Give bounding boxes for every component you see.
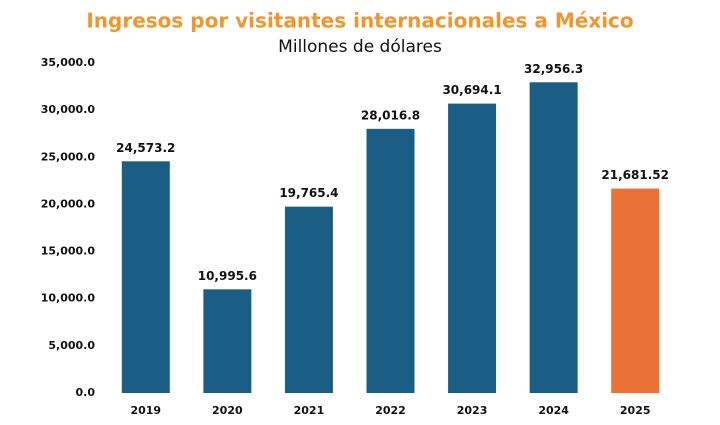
value-label: 10,995.6 <box>198 269 257 283</box>
value-label: 21,681.52 <box>601 168 669 182</box>
value-label: 30,694.1 <box>442 83 501 97</box>
bar <box>448 103 497 394</box>
bar <box>529 82 578 394</box>
y-tick-label: 30,000.0 <box>41 103 96 116</box>
chart-title: Ingresos por visitantes internacionales … <box>86 9 633 33</box>
x-tick-label: 2021 <box>294 404 325 417</box>
y-tick-label: 20,000.0 <box>41 197 96 210</box>
value-label: 19,765.4 <box>279 186 338 200</box>
bar <box>611 188 660 393</box>
bar <box>366 128 415 393</box>
x-tick-label: 2025 <box>620 404 651 417</box>
x-tick-label: 2022 <box>375 404 406 417</box>
x-tick-label: 2024 <box>538 404 569 417</box>
bar <box>203 289 252 393</box>
bar <box>121 161 170 393</box>
y-tick-label: 5,000.0 <box>48 339 95 352</box>
y-tick-label: 35,000.0 <box>41 56 96 69</box>
y-tick-label: 10,000.0 <box>41 292 96 305</box>
y-tick-label: 15,000.0 <box>41 245 96 258</box>
x-tick-label: 2020 <box>212 404 243 417</box>
chart-subtitle: Millones de dólares <box>278 37 442 57</box>
value-label: 28,016.8 <box>361 108 420 122</box>
value-label: 32,956.3 <box>524 62 583 76</box>
x-tick-label: 2023 <box>457 404 488 417</box>
y-tick-label: 0.0 <box>76 386 96 399</box>
bar <box>284 206 333 393</box>
y-tick-label: 25,000.0 <box>41 150 96 163</box>
value-label: 24,573.2 <box>116 141 175 155</box>
x-tick-label: 2019 <box>130 404 161 417</box>
